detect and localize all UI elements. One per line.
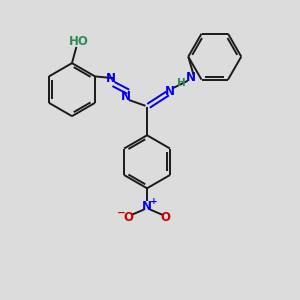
Text: HO: HO [68, 35, 88, 48]
Text: N: N [165, 85, 175, 98]
Text: O: O [124, 211, 134, 224]
Text: N: N [121, 91, 131, 103]
Text: H: H [177, 78, 186, 88]
Text: O: O [160, 211, 170, 224]
Text: N: N [142, 200, 152, 213]
Text: N: N [186, 71, 196, 84]
Text: −: − [117, 207, 126, 218]
Text: N: N [106, 72, 116, 85]
Text: +: + [150, 197, 157, 206]
